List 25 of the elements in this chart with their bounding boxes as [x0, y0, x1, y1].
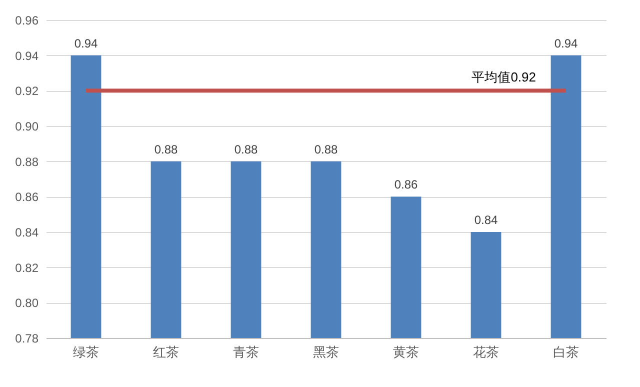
y-tick-label: 0.78: [15, 332, 39, 346]
y-tick-label: 0.86: [15, 190, 39, 204]
x-tick-label: 绿茶: [73, 344, 99, 360]
data-label: 0.94: [74, 36, 98, 50]
y-tick-label: 0.84: [15, 226, 39, 240]
y-tick-label: 0.88: [15, 154, 39, 169]
ref-line-label: 平均值0.92: [472, 70, 536, 85]
y-tick-label: 0.92: [15, 84, 39, 98]
x-tick-label: 花茶: [473, 344, 499, 360]
x-tick-label: 青茶: [233, 344, 259, 360]
data-label: 0.88: [154, 142, 178, 156]
x-tick-label: 黄茶: [393, 344, 419, 360]
data-label: 0.88: [314, 142, 338, 156]
x-tick-label: 红茶: [153, 344, 179, 360]
data-label: 0.84: [474, 213, 498, 227]
y-tick-label: 0.96: [15, 14, 39, 28]
x-tick-label: 白茶: [553, 344, 579, 360]
data-label: 0.86: [394, 178, 418, 192]
x-tick-label: 黑茶: [313, 344, 339, 360]
data-label: 0.94: [554, 36, 578, 50]
y-tick-label: 0.90: [15, 120, 39, 134]
y-tick-label: 0.80: [15, 296, 39, 310]
y-tick-label: 0.82: [15, 260, 39, 275]
y-tick-label: 0.94: [15, 48, 39, 63]
data-label: 0.88: [234, 142, 258, 156]
